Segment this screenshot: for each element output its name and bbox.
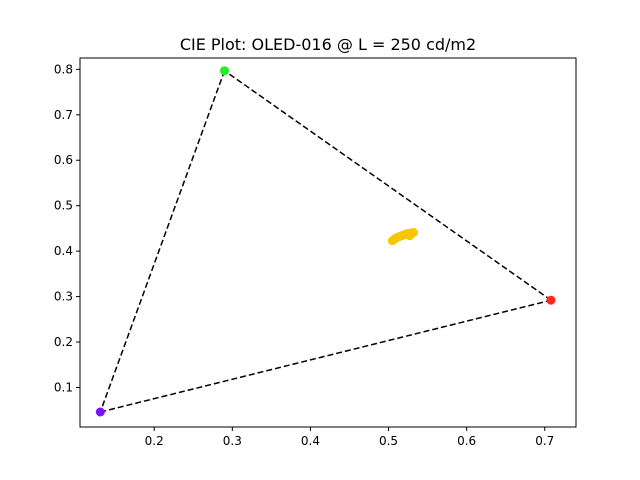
chart-title: CIE Plot: OLED-016 @ L = 250 cd/m2 [180,35,476,54]
y-tick-label: 0.5 [54,199,73,213]
x-tick-label: 0.7 [535,434,554,448]
y-tick-label: 0.3 [54,290,73,304]
x-tick-label: 0.2 [145,434,164,448]
gamut-vertex-point [546,295,556,305]
x-tick-label: 0.4 [301,434,320,448]
plot-area [80,58,576,427]
gamut-triangle [95,66,556,417]
y-tick-label: 0.2 [54,335,73,349]
x-tick-label: 0.6 [457,434,476,448]
x-tick-label: 0.3 [223,434,242,448]
x-tick-label: 0.5 [379,434,398,448]
y-tick-label: 0.1 [54,380,73,394]
data-point [405,231,415,241]
y-tick-label: 0.7 [54,108,73,122]
gamut-edge [100,299,552,413]
axis-ticks: 0.2 0.3 0.4 0.5 0.6 0.7 0.1 0.2 0.3 0.4 0.5 0.6 0.7 0… [54,62,554,448]
y-tick-label: 0.6 [54,153,73,167]
gamut-vertex-point [220,66,230,76]
gamut-edge [224,70,552,301]
gamut-edge [99,70,226,413]
y-tick-label: 0.8 [54,62,73,76]
y-tick-label: 0.4 [54,244,73,258]
data-points [387,228,419,246]
gamut-vertex-point [95,407,105,417]
plot-frame [79,57,577,428]
